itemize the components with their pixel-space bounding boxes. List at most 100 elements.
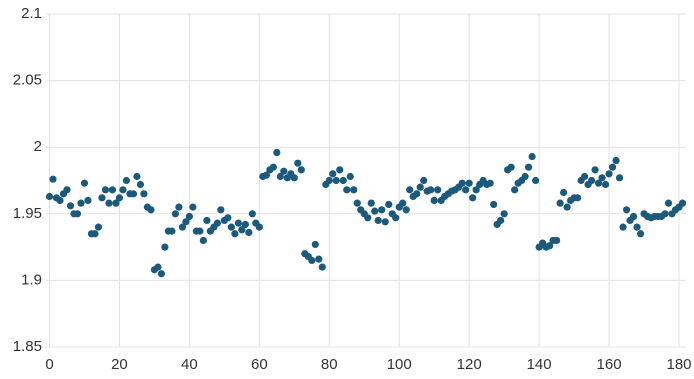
point — [332, 176, 340, 185]
point — [231, 230, 239, 238]
x-tick-label: 100 — [387, 356, 412, 373]
point — [122, 176, 131, 185]
point — [105, 199, 113, 207]
point — [594, 179, 603, 187]
point — [199, 236, 207, 245]
point — [290, 174, 298, 182]
x-tick-label: 180 — [666, 356, 691, 373]
point — [101, 186, 110, 194]
point — [273, 148, 281, 157]
point — [367, 199, 375, 207]
point — [580, 172, 589, 181]
point — [185, 212, 193, 221]
point — [587, 176, 596, 185]
point — [413, 190, 421, 198]
point — [280, 167, 288, 175]
point — [308, 256, 316, 265]
y-tick-label: 2 — [34, 138, 42, 155]
point — [392, 214, 400, 222]
point — [336, 166, 344, 174]
point — [497, 216, 505, 225]
point — [168, 227, 176, 235]
point — [469, 194, 477, 202]
point — [546, 242, 554, 250]
point — [276, 172, 284, 181]
point — [339, 176, 347, 185]
point — [84, 196, 92, 205]
y-tick-label: 1.85 — [13, 338, 42, 355]
point — [678, 199, 687, 207]
point — [619, 223, 627, 231]
point — [507, 163, 515, 171]
point — [315, 255, 323, 263]
point — [147, 206, 155, 214]
point — [553, 236, 561, 245]
point — [427, 186, 435, 194]
x-tick-label: 120 — [457, 356, 482, 373]
x-tick-label: 40 — [181, 356, 198, 373]
point — [598, 174, 606, 182]
point — [612, 156, 620, 165]
y-tick-label: 2.1 — [21, 5, 42, 22]
point — [325, 176, 333, 185]
point — [636, 230, 645, 238]
point — [462, 186, 470, 194]
point — [45, 192, 54, 201]
point — [364, 214, 372, 222]
point — [556, 199, 564, 207]
point — [532, 176, 540, 185]
point — [248, 210, 256, 218]
x-tick-label: 60 — [251, 356, 268, 373]
point — [133, 172, 141, 181]
point — [77, 199, 85, 207]
point — [241, 220, 249, 229]
point — [262, 171, 270, 179]
point — [350, 186, 358, 194]
x-tick-label: 140 — [527, 356, 552, 373]
point — [399, 199, 407, 207]
point — [591, 166, 599, 174]
point — [255, 223, 263, 231]
point — [49, 175, 57, 183]
point — [189, 203, 197, 211]
x-tick-label: 0 — [45, 356, 53, 373]
point — [297, 166, 305, 174]
point — [234, 219, 242, 227]
point — [385, 200, 393, 209]
point — [573, 194, 582, 202]
point — [157, 270, 166, 278]
point — [521, 172, 529, 181]
point — [633, 223, 641, 231]
point — [119, 186, 127, 194]
point — [140, 190, 148, 198]
point — [178, 223, 186, 231]
point — [664, 199, 673, 207]
point — [98, 194, 106, 202]
point — [528, 152, 536, 161]
point — [353, 199, 361, 207]
point — [402, 206, 410, 214]
point — [80, 179, 89, 187]
point — [629, 212, 638, 221]
point — [490, 200, 498, 209]
point — [94, 223, 103, 231]
point — [108, 186, 117, 194]
y-tick-label: 1.95 — [13, 205, 42, 222]
point — [129, 190, 138, 198]
point — [416, 183, 424, 191]
point — [154, 263, 162, 271]
point — [136, 180, 145, 189]
y-tick-label: 1.9 — [21, 271, 42, 288]
point — [511, 186, 519, 194]
point — [559, 188, 568, 197]
x-tick-label: 20 — [111, 356, 128, 373]
point — [601, 180, 610, 189]
point — [434, 186, 442, 194]
point — [420, 176, 428, 185]
point — [224, 214, 232, 222]
point — [294, 159, 302, 167]
point — [227, 223, 235, 231]
point — [608, 163, 617, 171]
point — [381, 218, 389, 226]
